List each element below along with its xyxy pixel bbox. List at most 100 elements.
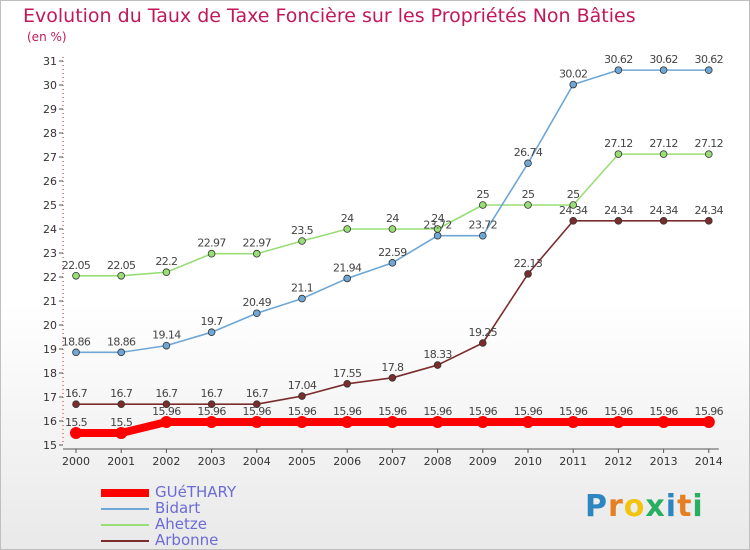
data-label-arbonne: 24.34	[559, 204, 588, 217]
data-label-ahetze: 24	[341, 212, 354, 225]
data-point-bidart	[433, 231, 442, 240]
y-tick-label: 23	[43, 247, 57, 260]
x-tick-label: 2001	[107, 455, 135, 468]
data-label-arbonne: 16.7	[155, 387, 178, 400]
data-point-ahetze	[207, 249, 216, 258]
data-point-bidart	[659, 66, 668, 74]
data-label-bidart: 21.94	[333, 261, 362, 274]
data-label-arbonne: 17.04	[288, 379, 317, 392]
x-tick-label: 2010	[514, 455, 542, 468]
data-point-ahetze	[253, 249, 261, 258]
legend-swatch-gu-thary	[101, 489, 149, 497]
data-label-arbonne: 24.34	[649, 204, 678, 217]
y-tick-label: 29	[43, 103, 57, 116]
data-point-bidart	[298, 294, 306, 303]
y-tick-label: 20	[43, 319, 57, 332]
data-point-gu-thary	[205, 415, 218, 428]
data-label-gu-thary: 15.96	[604, 405, 633, 418]
data-label-gu-thary: 15.96	[243, 405, 272, 418]
x-tick-label: 2002	[152, 455, 180, 468]
data-label-arbonne: 22.13	[514, 257, 543, 270]
data-point-arbonne	[253, 400, 261, 409]
x-tick-label: 2006	[333, 455, 361, 468]
data-label-ahetze: 23.5	[291, 224, 314, 237]
y-tick-label: 19	[43, 343, 57, 356]
y-tick-label: 28	[43, 127, 57, 140]
x-tick-label: 2014	[695, 455, 723, 468]
brand-letter: t	[677, 489, 693, 524]
data-label-bidart: 30.02	[559, 68, 588, 81]
legend-item-ahetze: Ahetze	[101, 515, 361, 533]
y-tick-label: 30	[43, 79, 57, 92]
data-point-ahetze	[388, 225, 397, 233]
data-label-bidart: 26.74	[514, 146, 543, 159]
data-label-gu-thary: 15.96	[469, 405, 498, 418]
data-point-arbonne	[478, 339, 487, 347]
brand-letter: P	[585, 489, 608, 524]
x-tick-label: 2005	[288, 455, 316, 468]
data-point-gu-thary	[476, 415, 489, 428]
data-point-bidart	[388, 259, 397, 267]
data-point-ahetze	[298, 237, 306, 245]
data-label-ahetze: 22.97	[243, 237, 272, 250]
data-point-ahetze	[659, 150, 668, 158]
data-label-bidart: 20.49	[243, 296, 272, 309]
x-tick-label: 2003	[198, 455, 226, 468]
data-label-bidart: 21.1	[291, 282, 313, 295]
data-point-bidart	[524, 159, 532, 168]
data-label-arbonne: 16.7	[201, 387, 224, 400]
y-tick-label: 21	[43, 295, 57, 308]
data-point-ahetze	[478, 201, 487, 209]
data-label-ahetze: 27.12	[649, 137, 678, 150]
data-point-gu-thary	[70, 427, 82, 439]
data-point-arbonne	[614, 217, 623, 225]
brand-letter: i	[692, 489, 704, 524]
brand-letter: i	[665, 489, 678, 524]
data-point-arbonne	[117, 400, 125, 409]
data-point-bidart	[614, 66, 623, 74]
data-label-ahetze: 27.12	[695, 137, 724, 150]
data-label-ahetze: 27.12	[604, 137, 633, 150]
data-point-ahetze	[343, 225, 352, 233]
data-label-ahetze: 22.05	[107, 259, 136, 272]
data-label-bidart: 30.62	[649, 53, 678, 66]
y-tick-label: 22	[43, 271, 57, 284]
legend-label-gu-thary: GUéTHARY	[155, 483, 237, 501]
data-point-bidart	[162, 341, 171, 350]
data-label-gu-thary: 15.96	[559, 405, 588, 418]
data-label-ahetze: 24	[431, 212, 444, 225]
legend-label-ahetze: Ahetze	[155, 515, 207, 533]
data-point-bidart	[72, 348, 80, 357]
data-point-arbonne	[298, 392, 306, 400]
data-point-arbonne	[524, 270, 532, 278]
data-point-gu-thary	[160, 415, 173, 428]
data-label-arbonne: 19.25	[469, 326, 498, 339]
legend-swatch-bidart	[101, 508, 149, 510]
data-point-bidart	[704, 66, 713, 74]
data-point-gu-thary	[341, 415, 354, 428]
data-point-ahetze	[72, 271, 80, 280]
legend-item-arbonne: Arbonne	[101, 531, 361, 549]
data-label-ahetze: 24	[386, 212, 399, 225]
data-label-ahetze: 25	[567, 188, 580, 201]
data-label-arbonne: 17.55	[333, 367, 362, 380]
y-tick-label: 25	[43, 199, 57, 212]
legend-item-gu-thary: GUéTHARY	[101, 483, 361, 501]
data-label-arbonne: 16.7	[65, 387, 88, 400]
legend-swatch-ahetze	[101, 524, 149, 526]
y-tick-label: 16	[43, 415, 57, 428]
data-point-arbonne	[162, 400, 171, 409]
x-tick-label: 2012	[604, 455, 632, 468]
data-point-gu-thary	[657, 415, 670, 428]
data-label-gu-thary: 15.5	[110, 416, 133, 429]
data-point-ahetze	[524, 201, 532, 209]
y-tick-label: 24	[43, 223, 57, 236]
legend-swatch-arbonne	[101, 540, 149, 542]
data-point-arbonne	[433, 361, 442, 369]
data-point-gu-thary	[250, 415, 263, 428]
data-label-gu-thary: 15.96	[423, 405, 452, 418]
data-point-arbonne	[343, 379, 352, 388]
y-tick-label: 15	[43, 439, 57, 452]
